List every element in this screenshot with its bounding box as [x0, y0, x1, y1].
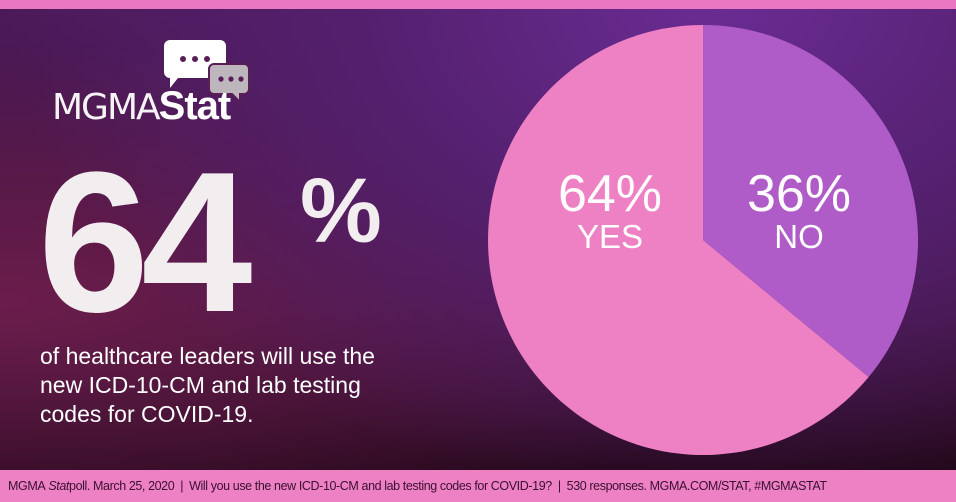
chat-bubbles-icon [164, 40, 250, 105]
footer-responses: 530 responses. MGMA.COM/STAT, #MGMASTAT [566, 479, 827, 493]
footer-date: poll. March 25, 2020 [69, 479, 175, 493]
pie-slice-no [703, 25, 918, 378]
pie-label-no: 36% NO [724, 168, 874, 254]
footer-source: MGMA [8, 479, 46, 493]
footer-caption: MGMA Stat poll. March 25, 2020 | Will yo… [0, 470, 956, 502]
footer-source-italic: Stat [48, 479, 70, 493]
pie-label-value: 64% [557, 165, 663, 223]
headline-description: of healthcare leaders will use the new I… [40, 343, 375, 427]
pie-label-value: 36% [746, 165, 852, 223]
headline-percent: % [300, 160, 382, 262]
mgma-stat-logo: MGMAStat [52, 84, 231, 128]
pie-label-category: YES [576, 218, 644, 255]
pie-label-yes: 64% YES [540, 168, 680, 254]
pie-label-category: NO [774, 218, 824, 255]
footer-question: Will you use the new ICD-10-CM and lab t… [189, 479, 552, 493]
pie-slice-yes [487, 25, 869, 456]
top-accent-bar [0, 0, 956, 9]
footer-separator: | [180, 479, 184, 493]
headline-value: 64 [38, 131, 252, 354]
footer-separator: | [557, 479, 561, 493]
